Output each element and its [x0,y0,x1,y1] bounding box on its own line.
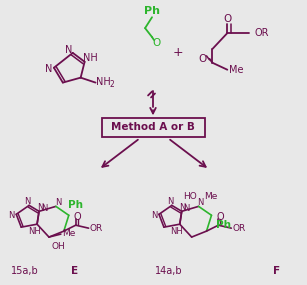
Text: F: F [273,266,280,276]
Text: N: N [197,198,204,207]
Text: 15a,b: 15a,b [11,266,39,276]
Text: O: O [216,212,224,222]
Text: Ph: Ph [216,220,231,230]
Text: N: N [180,203,186,212]
Text: E: E [71,266,78,276]
Text: NH: NH [96,77,111,87]
Text: OR: OR [255,28,269,38]
Text: NH: NH [28,227,41,236]
Text: N: N [37,203,43,212]
Text: NH: NH [170,227,183,236]
Text: O: O [153,38,161,48]
Text: N: N [167,197,173,206]
Text: OR: OR [90,224,103,233]
Text: Method A or B: Method A or B [111,122,195,132]
Text: N: N [184,204,190,213]
Text: N: N [24,197,30,206]
Text: HO: HO [183,192,196,201]
Text: 2: 2 [109,80,114,89]
Text: N: N [65,45,72,55]
Text: OR: OR [233,224,246,233]
Text: Me: Me [229,65,243,75]
Text: Me: Me [204,192,217,201]
Text: O: O [74,212,81,222]
Text: Me: Me [62,229,76,238]
Text: N: N [151,211,157,220]
Text: O: O [198,54,207,64]
FancyBboxPatch shape [102,118,205,137]
Text: 14a,b: 14a,b [155,266,183,276]
Text: OH: OH [52,243,66,251]
Text: N: N [8,211,14,220]
Text: N: N [55,198,61,207]
Text: NH: NH [83,53,98,63]
Text: +: + [173,46,183,59]
Text: Ph: Ph [68,200,83,210]
Text: N: N [45,64,52,74]
Text: N: N [41,204,47,213]
Text: O: O [223,14,231,24]
Text: Ph: Ph [144,6,160,16]
